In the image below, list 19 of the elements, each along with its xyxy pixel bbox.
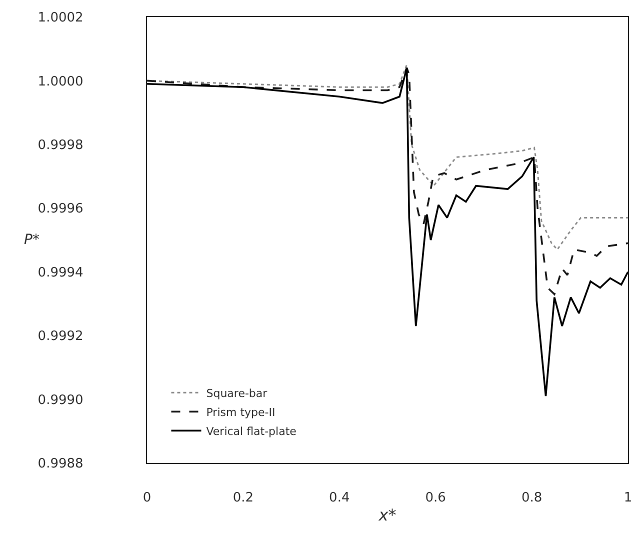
y-tick-label: 0.9998: [38, 138, 84, 153]
x-tick-label: 1: [624, 490, 632, 506]
x-tick-label: 0.2: [232, 490, 254, 506]
y-tick-label: 0.9992: [38, 329, 84, 344]
y-tick-label: 1.0002: [38, 10, 84, 26]
x-tick-label: 0: [142, 490, 152, 506]
x-axis-title: x*: [378, 505, 396, 524]
legend-label: Verical flat-plate: [206, 424, 297, 438]
y-tick-label: 1.0000: [38, 74, 84, 90]
legend-label: Prism type-II: [206, 406, 276, 419]
x-tick-label: 0.6: [425, 490, 446, 506]
y-tick-label: 0.9994: [38, 265, 84, 280]
y-tick-label: 0.9988: [38, 456, 84, 472]
legend-label: Square-bar: [206, 386, 268, 400]
x-tick-label: 0.8: [521, 490, 542, 506]
y-tick-label: 0.9996: [38, 202, 84, 217]
y-tick-label: 0.9990: [38, 392, 84, 408]
x-tick-label: 0.4: [329, 490, 350, 506]
y-axis-title: P*: [24, 232, 40, 248]
